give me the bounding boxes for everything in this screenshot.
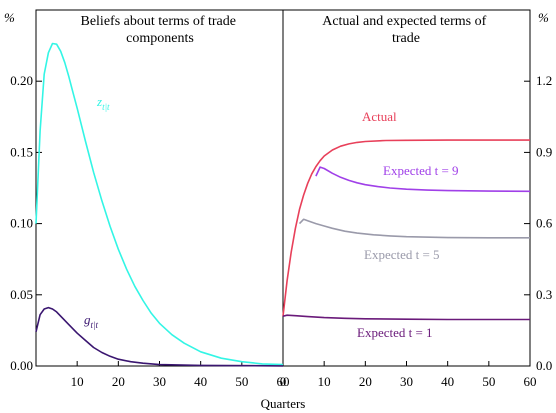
g-series-label-sub: t|t bbox=[91, 320, 99, 330]
right-panel-series bbox=[282, 139, 531, 321]
left-panel-title: Beliefs about terms of trade components bbox=[80, 14, 239, 46]
right-series-line-0 bbox=[282, 139, 530, 317]
expected-t5-series-label: Expected t = 5 bbox=[364, 247, 440, 262]
actual-series-label: Actual bbox=[362, 109, 397, 124]
g-series-label-main: g bbox=[84, 312, 91, 327]
right-series-line-1 bbox=[315, 166, 531, 193]
right-title-line-1: Actual and expected terms of bbox=[322, 14, 486, 29]
right-y-tick-label: 0.0 bbox=[536, 358, 552, 373]
left-y-tick-label: 0.20 bbox=[10, 73, 33, 88]
right-x-axis: 0 10 20 30 40 50 60 bbox=[280, 361, 537, 389]
left-y-tick-label: 0.10 bbox=[10, 216, 33, 231]
right-x-tick-label: 30 bbox=[400, 374, 413, 389]
right-y-axis: 0.0 0.3 0.6 0.9 1.2 bbox=[524, 73, 553, 373]
left-series-line-1 bbox=[35, 306, 284, 367]
z-series-label-main: z bbox=[96, 94, 102, 109]
left-title-line-2: components bbox=[126, 31, 194, 46]
right-x-tick-label: 20 bbox=[359, 374, 372, 389]
right-unit-label: % bbox=[538, 10, 549, 25]
expected-t1-series-label: Expected t = 1 bbox=[357, 325, 433, 340]
left-x-axis: 10 20 30 40 50 60 bbox=[71, 361, 290, 389]
z-series-label-sub: t|t bbox=[102, 102, 110, 112]
right-x-tick-label: 50 bbox=[482, 374, 495, 389]
left-x-tick-label: 20 bbox=[112, 374, 125, 389]
left-x-tick-label: 40 bbox=[194, 374, 207, 389]
left-x-tick-label: 30 bbox=[153, 374, 166, 389]
right-panel-title: Actual and expected terms of trade bbox=[322, 14, 490, 46]
right-y-tick-label: 0.9 bbox=[536, 144, 552, 159]
left-x-tick-label: 10 bbox=[71, 374, 84, 389]
left-series-line-0 bbox=[35, 42, 284, 366]
right-series-line-3 bbox=[282, 314, 530, 321]
left-unit-label: % bbox=[4, 10, 15, 25]
left-title-line-1: Beliefs about terms of trade bbox=[80, 14, 236, 29]
right-title-line-2: trade bbox=[392, 31, 420, 46]
left-y-tick-label: 0.00 bbox=[10, 358, 33, 373]
g-series-label: gt|t bbox=[84, 312, 98, 330]
left-y-tick-label: 0.15 bbox=[10, 144, 33, 159]
left-y-axis: 0.00 0.05 0.10 0.15 0.20 bbox=[10, 73, 42, 373]
left-panel-series bbox=[35, 42, 284, 367]
left-x-tick-label: 60 bbox=[277, 374, 290, 389]
left-x-tick-label: 50 bbox=[235, 374, 248, 389]
right-x-tick-label: 10 bbox=[318, 374, 331, 389]
right-y-tick-label: 1.2 bbox=[536, 73, 552, 88]
right-y-tick-label: 0.3 bbox=[536, 287, 552, 302]
right-x-tick-label: 60 bbox=[524, 374, 537, 389]
z-series-label: zt|t bbox=[96, 94, 110, 112]
x-axis-title: Quarters bbox=[261, 396, 306, 411]
right-x-tick-label: 40 bbox=[441, 374, 454, 389]
right-x-tick-label: 0 bbox=[280, 374, 287, 389]
right-series-line-2 bbox=[298, 218, 530, 239]
expected-t9-series-label: Expected t = 9 bbox=[383, 163, 459, 178]
right-y-tick-label: 0.6 bbox=[536, 216, 553, 231]
left-y-tick-label: 0.05 bbox=[10, 287, 33, 302]
